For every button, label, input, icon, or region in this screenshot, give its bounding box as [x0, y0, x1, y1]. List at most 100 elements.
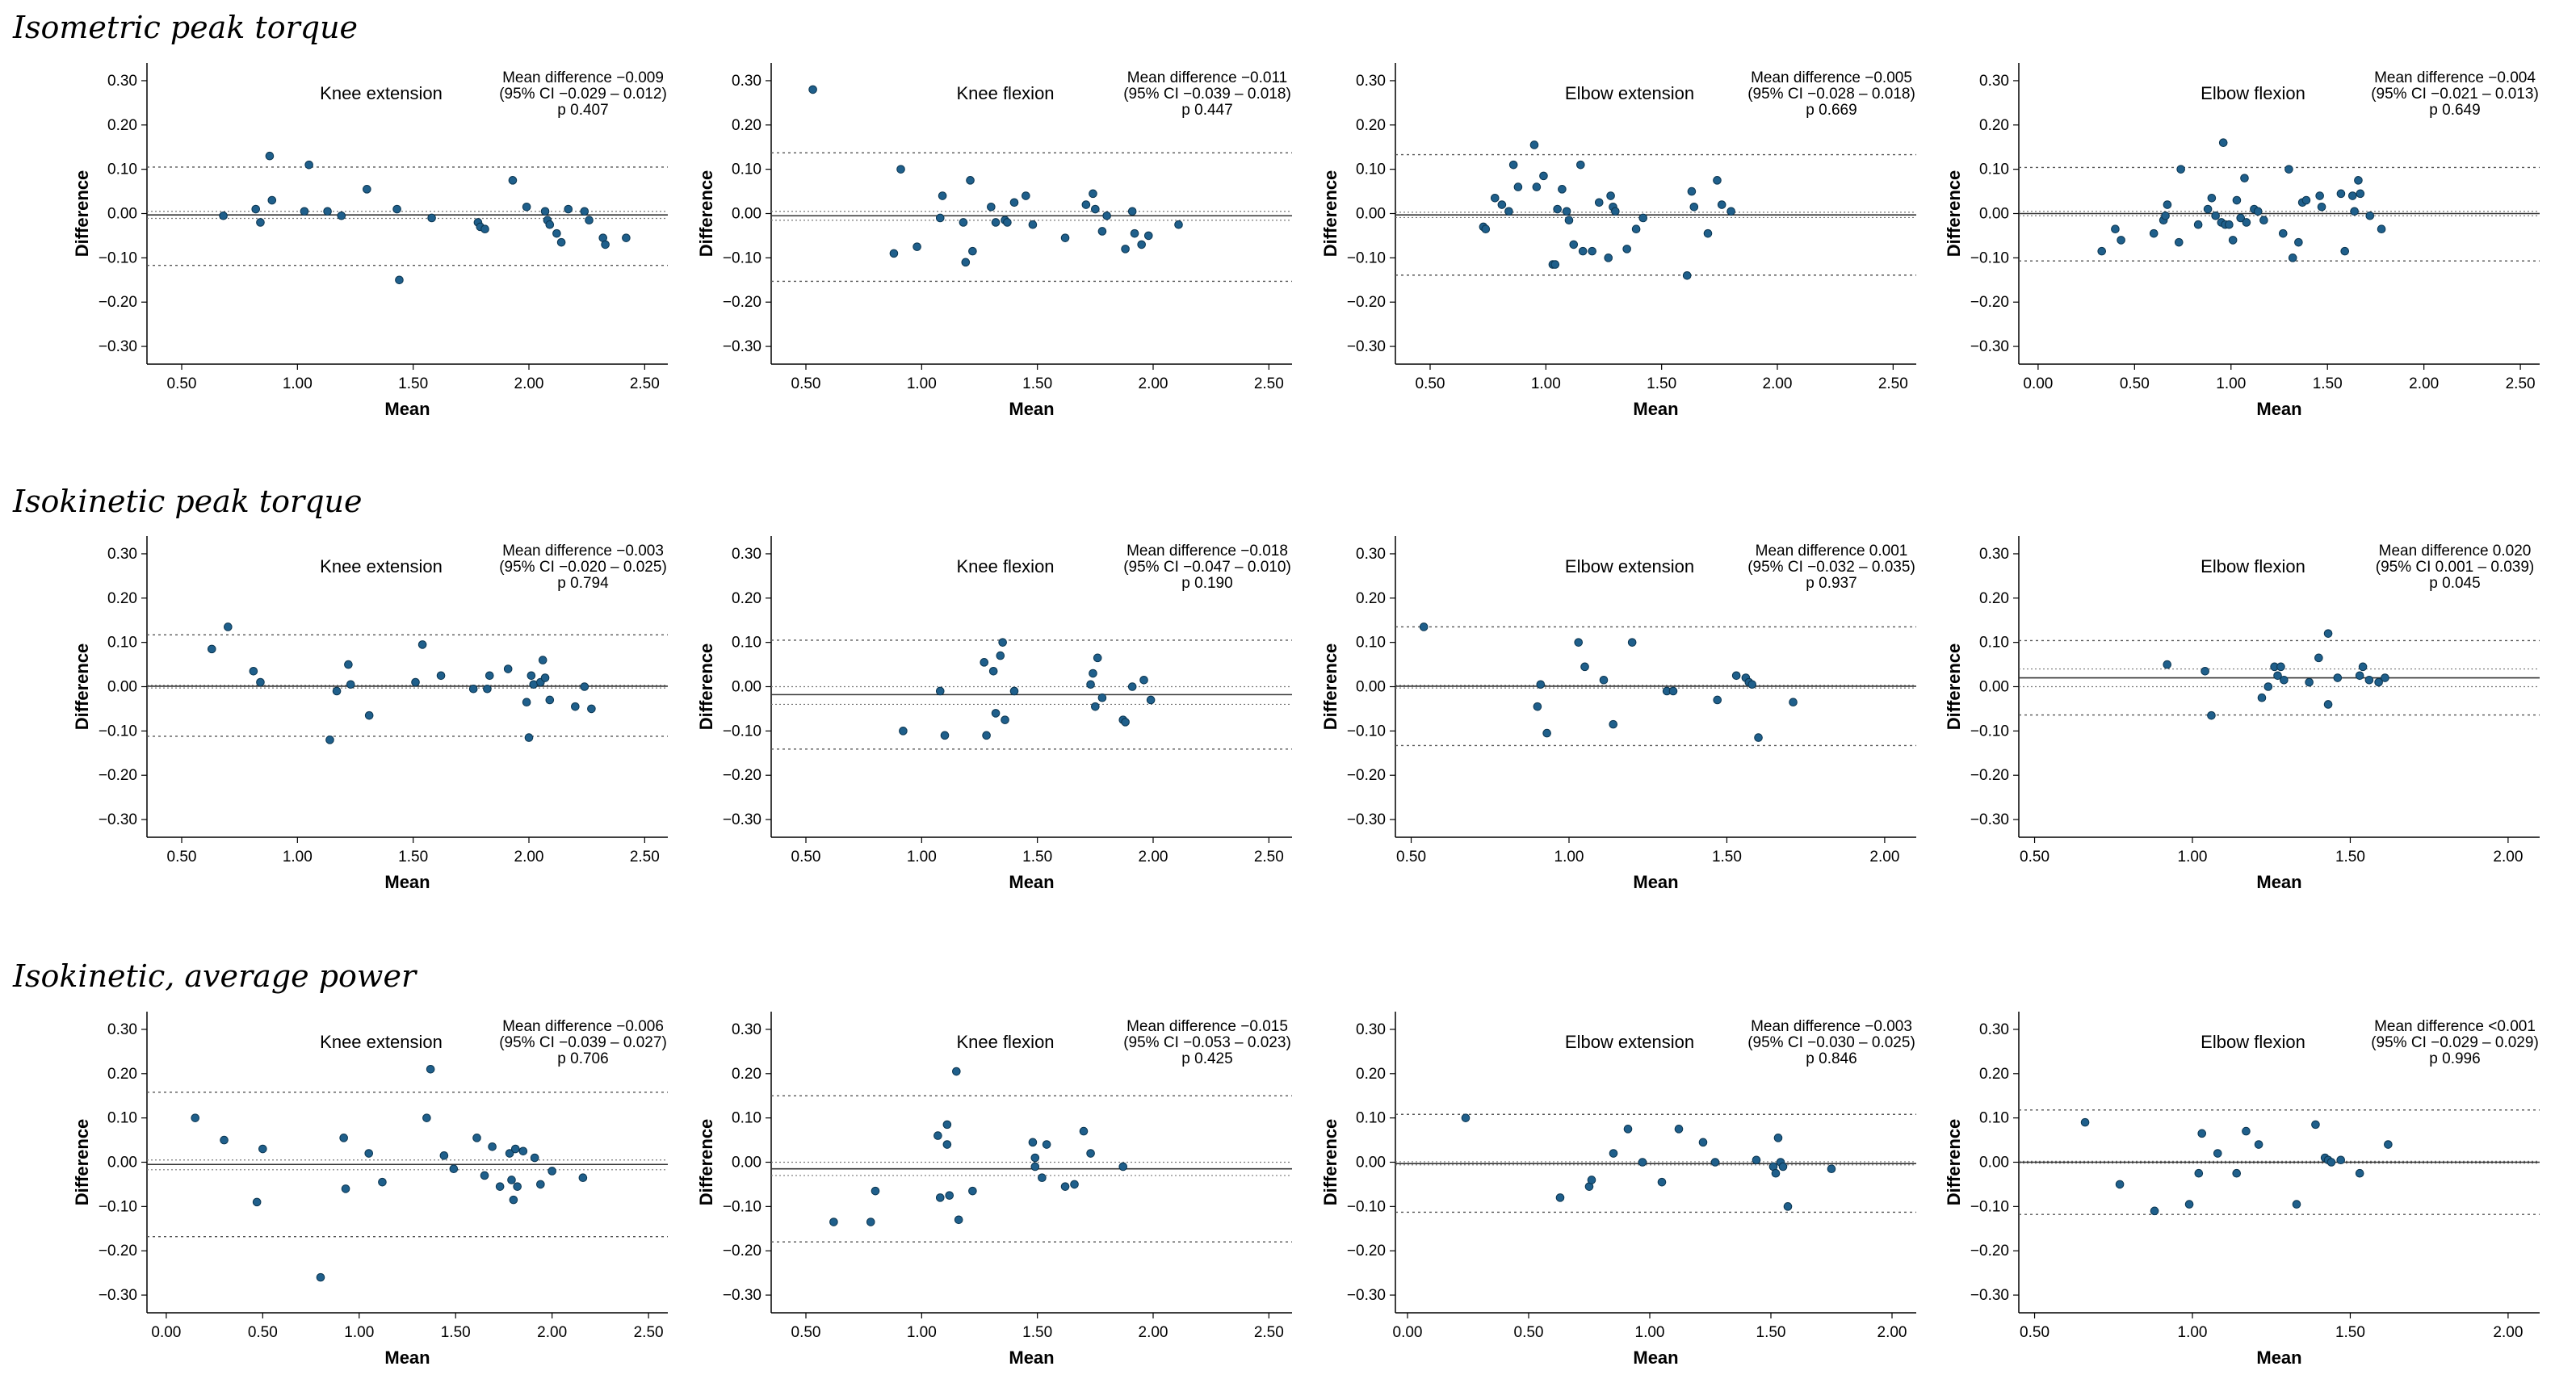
data-point [2213, 1149, 2222, 1158]
y-tick-label: 0.10 [732, 161, 761, 178]
data-point [871, 1186, 880, 1196]
data-point [1609, 719, 1618, 729]
annotation-line: (95% CI −0.029 – 0.012) [499, 86, 667, 103]
x-tick-label: 2.00 [2493, 1324, 2523, 1341]
annotation-line: p 0.190 [1181, 575, 1232, 592]
data-point [1070, 1180, 1079, 1189]
data-point [1089, 189, 1097, 199]
y-tick-label: −0.20 [1347, 294, 1386, 311]
annotation-line: p 0.706 [557, 1050, 608, 1067]
y-tick-label: −0.10 [1347, 723, 1386, 740]
y-tick-label: −0.20 [1347, 1243, 1386, 1260]
panel-r1-c3: 0.30 0.20 0.10 0.00 −0.10 −0.20 −0.30 0.50 1.00 1… [1944, 536, 2540, 892]
y-tick-label: 0.20 [1979, 1066, 2009, 1083]
panel-r2-c0: 0.30 0.20 0.10 0.00 −0.10 −0.20 −0.30 0.00 0.50 1… [72, 1012, 668, 1368]
data-point [1682, 270, 1692, 280]
data-point [2207, 194, 2217, 203]
annotation-line: Mean difference −0.015 [1126, 1018, 1288, 1035]
x-tick-label: 2.00 [1139, 375, 1168, 392]
data-point [966, 176, 975, 185]
data-point [1668, 686, 1678, 696]
data-point [1609, 1149, 1618, 1158]
data-point [896, 165, 905, 174]
y-tick-label: −0.30 [723, 811, 761, 828]
data-point [483, 684, 492, 694]
data-point [510, 1144, 520, 1154]
panel-title: Knee flexion [956, 1032, 1054, 1052]
annotation-line: (95% CI −0.047 – 0.010) [1123, 559, 1291, 576]
y-tick-label: 0.20 [1979, 117, 2009, 134]
data-point [2365, 211, 2375, 220]
data-point [1687, 187, 1697, 196]
x-axis-label: Mean [2256, 872, 2301, 892]
data-point [503, 664, 513, 673]
x-axis-label: Mean [2256, 399, 2301, 419]
y-tick-label: 0.30 [1979, 1021, 2009, 1038]
data-point [251, 204, 261, 214]
data-point [2242, 218, 2251, 227]
x-tick-label: 1.50 [1647, 375, 1676, 392]
x-tick-label: 1.00 [1554, 849, 1584, 866]
data-point [1657, 1177, 1667, 1187]
data-point [2115, 1180, 2125, 1189]
annotation-line: Mean difference −0.006 [502, 1018, 664, 1035]
data-point [991, 218, 1001, 227]
y-tick-label: −0.30 [99, 338, 137, 355]
data-point [2236, 213, 2246, 223]
row-title-isometric-peak-torque: Isometric peak torque [12, 10, 358, 45]
x-axis-label: Mean [1633, 399, 1678, 419]
data-point [1627, 638, 1637, 647]
annotation-line: p 0.669 [1806, 102, 1856, 119]
data-point [344, 660, 353, 669]
y-tick-label: 0.10 [1356, 635, 1386, 652]
x-tick-label: 2.00 [514, 849, 544, 866]
data-point [1508, 160, 1518, 170]
data-point [2111, 224, 2120, 233]
y-tick-label: 0.00 [107, 679, 137, 696]
data-point [2203, 204, 2213, 214]
y-tick-label: 0.10 [107, 635, 137, 652]
data-point [439, 1151, 449, 1160]
annotation-line: p 0.045 [2429, 575, 2480, 592]
annotation-line: p 0.649 [2429, 102, 2480, 119]
y-tick-label: −0.10 [99, 249, 137, 266]
y-tick-label: 0.00 [1979, 679, 2009, 696]
y-tick-label: 0.10 [1979, 161, 2009, 178]
x-tick-label: 2.50 [1254, 375, 1284, 392]
data-point [996, 651, 1005, 660]
data-point [988, 667, 998, 676]
data-point [1143, 231, 1153, 241]
y-tick-label: 0.20 [1356, 117, 1386, 134]
y-tick-label: −0.30 [1970, 1287, 2009, 1304]
data-point [530, 1153, 539, 1163]
y-tick-label: −0.30 [99, 811, 137, 828]
data-point [1079, 1126, 1089, 1136]
data-point [300, 207, 309, 216]
data-point [256, 677, 265, 687]
y-tick-label: 0.30 [732, 73, 761, 90]
data-point [1674, 1125, 1684, 1134]
data-point [980, 658, 989, 667]
x-tick-label: 1.00 [907, 849, 937, 866]
data-point [1638, 213, 1648, 223]
x-tick-label: 2.00 [537, 1324, 567, 1341]
data-point [2340, 246, 2350, 256]
x-tick-label: 2.00 [514, 375, 544, 392]
data-point [1789, 698, 1798, 706]
data-point [2280, 675, 2289, 685]
data-point [1174, 220, 1183, 229]
y-tick-label: 0.20 [1356, 590, 1386, 607]
data-point [2242, 1126, 2251, 1136]
data-point [1086, 680, 1095, 690]
y-tick-label: −0.10 [99, 1198, 137, 1215]
data-point [513, 1182, 522, 1191]
data-point [1097, 693, 1107, 702]
x-tick-label: 1.50 [2335, 1324, 2365, 1341]
annotation-line: p 0.425 [1181, 1050, 1232, 1067]
data-point [2117, 236, 2125, 245]
data-point [2193, 220, 2203, 229]
x-tick-label: 0.50 [2020, 849, 2049, 866]
x-tick-label: 2.50 [634, 1324, 664, 1341]
y-axis-label: Difference [1320, 170, 1340, 258]
data-point [1009, 686, 1019, 696]
